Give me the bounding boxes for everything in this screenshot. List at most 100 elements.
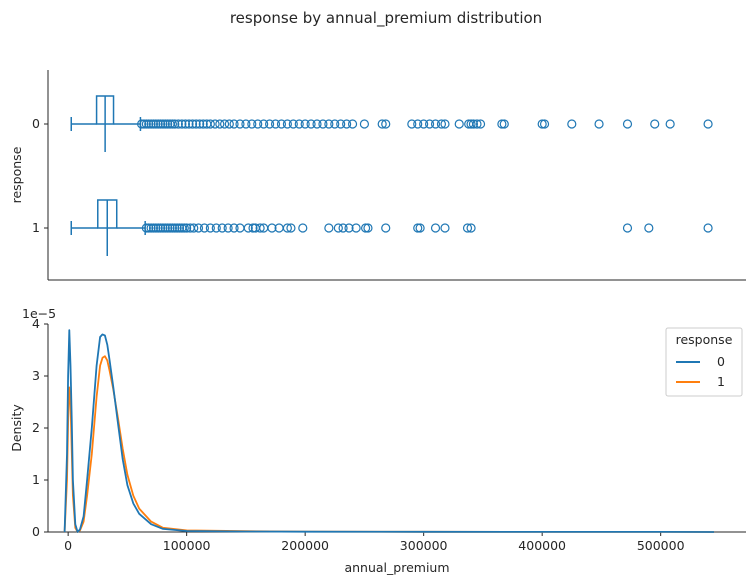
outlier-response-0-6 bbox=[151, 119, 161, 129]
outlier-response-1-39 bbox=[333, 223, 343, 233]
outlier-response-1-49 bbox=[440, 223, 450, 233]
outlier-response-1-42 bbox=[351, 223, 361, 233]
outlier-response-1-2 bbox=[146, 223, 156, 233]
outlier-response-1-46 bbox=[413, 223, 423, 233]
outlier-response-0-15 bbox=[173, 119, 183, 129]
outlier-response-0-58 bbox=[436, 119, 447, 129]
outlier-response-0-43 bbox=[312, 119, 322, 129]
outlier-response-1-44 bbox=[363, 223, 373, 233]
density-y-tick-label-3: 3 bbox=[32, 368, 40, 383]
legend-label-1: 1 bbox=[717, 374, 725, 389]
outlier-response-0-28 bbox=[224, 119, 234, 129]
outlier-response-0-40 bbox=[294, 119, 304, 129]
outlier-response-0-70 bbox=[567, 119, 577, 129]
outlier-response-0-74 bbox=[665, 119, 675, 129]
outlier-response-1-43 bbox=[360, 223, 371, 233]
outlier-response-0-55 bbox=[419, 119, 429, 129]
outlier-response-0-72 bbox=[622, 119, 633, 129]
outlier-response-1-22 bbox=[205, 223, 215, 233]
outlier-response-0-51 bbox=[377, 119, 387, 129]
outlier-response-0-14 bbox=[170, 119, 180, 129]
outlier-response-0-38 bbox=[282, 119, 292, 129]
outlier-response-1-27 bbox=[235, 223, 245, 233]
outlier-response-1-19 bbox=[189, 223, 199, 233]
outlier-response-1-8 bbox=[160, 223, 170, 233]
outlier-response-0-27 bbox=[219, 119, 230, 129]
outlier-response-1-20 bbox=[193, 223, 204, 233]
outlier-response-0-66 bbox=[497, 119, 507, 129]
outlier-response-0-73 bbox=[650, 119, 660, 129]
outlier-response-0-60 bbox=[454, 119, 464, 129]
outlier-response-1-33 bbox=[267, 223, 277, 233]
density-x-tick-label-4: 400000 bbox=[518, 538, 566, 553]
outlier-response-0-0 bbox=[137, 119, 147, 129]
outlier-response-0-3 bbox=[144, 119, 154, 129]
outlier-response-0-68 bbox=[537, 119, 547, 129]
outlier-response-0-21 bbox=[195, 119, 205, 129]
outlier-response-1-24 bbox=[217, 223, 227, 233]
outlier-response-0-37 bbox=[276, 119, 287, 129]
density-ticks: 0 100000 200000 300000 400000 500000 0 1 2 3 4 bbox=[32, 316, 685, 553]
outlier-response-0-56 bbox=[424, 119, 435, 129]
outlier-response-0-16 bbox=[177, 119, 187, 129]
outlier-response-1-0 bbox=[141, 223, 151, 233]
outlier-response-0-49 bbox=[347, 119, 358, 129]
outlier-response-0-53 bbox=[407, 119, 417, 129]
density-x-tick-label-0: 0 bbox=[64, 538, 72, 553]
density-x-tick-label-1: 100000 bbox=[163, 538, 211, 553]
density-x-tick-label-5: 500000 bbox=[637, 538, 685, 553]
density-y-tick-label-0: 0 bbox=[32, 524, 40, 539]
outlier-response-0-62 bbox=[466, 119, 476, 129]
outlier-response-0-7 bbox=[153, 119, 163, 129]
outlier-response-1-3 bbox=[148, 223, 159, 233]
legend-title: response bbox=[676, 332, 733, 347]
outlier-response-0-19 bbox=[187, 119, 198, 129]
outlier-response-0-39 bbox=[288, 119, 298, 129]
outlier-response-0-22 bbox=[198, 119, 208, 129]
outlier-response-1-48 bbox=[430, 223, 441, 233]
outlier-response-0-44 bbox=[318, 119, 328, 129]
outlier-response-0-45 bbox=[324, 119, 334, 129]
outlier-response-0-71 bbox=[594, 119, 604, 129]
outlier-response-1-47 bbox=[415, 223, 425, 233]
outlier-response-0-24 bbox=[205, 119, 215, 129]
outlier-response-0-57 bbox=[430, 119, 441, 129]
outlier-response-0-4 bbox=[146, 119, 156, 129]
outlier-response-0-30 bbox=[235, 119, 245, 129]
outlier-response-1-28 bbox=[243, 223, 253, 233]
outlier-response-0-11 bbox=[163, 119, 173, 129]
outlier-response-0-59 bbox=[440, 119, 450, 129]
outlier-response-1-45 bbox=[381, 223, 391, 233]
outlier-response-0-10 bbox=[160, 119, 170, 129]
density-x-axis-label: annual_premium bbox=[344, 560, 449, 575]
outlier-response-1-54 bbox=[703, 223, 713, 233]
outlier-response-0-2 bbox=[141, 119, 151, 129]
outlier-response-1-13 bbox=[172, 223, 182, 233]
density-x-tick-label-2: 200000 bbox=[281, 538, 329, 553]
outlier-response-1-5 bbox=[153, 223, 163, 233]
outlier-response-0-41 bbox=[300, 119, 310, 129]
outlier-response-0-36 bbox=[270, 119, 281, 129]
outlier-response-0-13 bbox=[167, 119, 178, 129]
outlier-response-1-9 bbox=[163, 223, 173, 233]
density-line-response-0 bbox=[63, 329, 715, 533]
outlier-response-1-4 bbox=[151, 223, 161, 233]
outlier-response-1-52 bbox=[622, 223, 633, 233]
outlier-response-0-42 bbox=[306, 119, 316, 129]
outlier-response-1-41 bbox=[344, 223, 354, 233]
outlier-response-0-64 bbox=[472, 119, 482, 129]
outlier-response-1-40 bbox=[338, 223, 348, 233]
density-y-tick-label-2: 2 bbox=[32, 420, 40, 435]
outlier-response-0-9 bbox=[158, 119, 168, 129]
outlier-response-0-47 bbox=[336, 119, 346, 129]
outlier-response-1-16 bbox=[179, 223, 189, 233]
outlier-response-1-53 bbox=[644, 223, 654, 233]
outlier-response-1-37 bbox=[298, 223, 308, 233]
outlier-response-1-31 bbox=[255, 223, 265, 233]
outlier-response-1-14 bbox=[174, 223, 185, 233]
outlier-response-1-11 bbox=[167, 223, 178, 233]
outlier-response-1-17 bbox=[182, 223, 192, 233]
density-x-tick-label-3: 300000 bbox=[400, 538, 448, 553]
outlier-response-0-67 bbox=[499, 119, 509, 129]
